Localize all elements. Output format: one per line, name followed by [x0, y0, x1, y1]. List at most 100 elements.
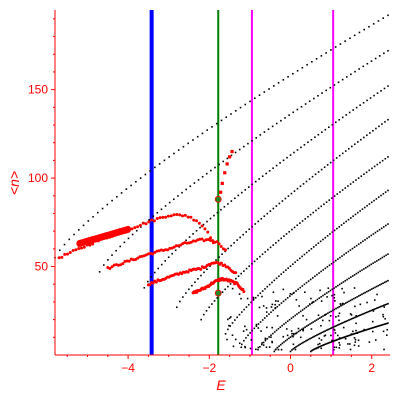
x-tick-label-0: −4 [121, 361, 135, 375]
black-point-1-22 [189, 185, 192, 188]
black-point-3-36 [284, 197, 287, 200]
black-point-9-15 [310, 337, 313, 339]
black-point-7-11 [277, 327, 280, 330]
y-tick-label-0: 50 [35, 260, 49, 274]
red-vertical-point-3 [223, 171, 227, 175]
black-point-4-43 [315, 209, 317, 212]
black-point-4-67 [379, 161, 381, 164]
black-point-2-32 [254, 180, 257, 183]
black-point-4-50 [333, 195, 336, 197]
black-point-6-23 [289, 295, 291, 297]
black-point-5-64 [373, 199, 375, 202]
black-point-4-28 [275, 242, 277, 244]
black-point-9-46 [353, 316, 356, 319]
black-cluster-point-143 [320, 324, 322, 327]
black-point-3-1 [179, 300, 181, 303]
black-cluster-point-163 [333, 346, 336, 349]
black-cluster-point-121 [343, 291, 345, 294]
black-point-1-2 [107, 259, 109, 261]
black-point-7-32 [316, 298, 319, 301]
black-point-3-26 [254, 223, 257, 225]
black-point-7-53 [355, 272, 358, 275]
black-cluster-point-77 [246, 297, 249, 300]
black-point-9-62 [376, 307, 378, 310]
black-point-6-28 [299, 286, 302, 289]
black-point-1-25 [201, 175, 204, 178]
black-point-4-3 [208, 306, 210, 309]
black-point-6-14 [270, 311, 272, 314]
black-point-4-17 [245, 267, 248, 270]
black-point-6-13 [268, 313, 270, 315]
black-point-10-28 [340, 337, 343, 339]
black-point-3-49 [323, 166, 326, 169]
black-point-9-4 [295, 346, 297, 348]
black-point-8-40 [338, 305, 341, 308]
black-point-6-45 [334, 259, 337, 262]
black-point-6-8 [257, 323, 260, 325]
black-point-10-3 [313, 348, 315, 351]
black-point-4-37 [299, 222, 301, 224]
black-point-10-12 [323, 343, 325, 346]
black-point-9-10 [303, 340, 306, 343]
black-cluster-point-164 [353, 337, 356, 339]
black-point-4-4 [211, 303, 213, 305]
black-point-5-9 [245, 306, 248, 308]
black-point-7-18 [290, 317, 293, 320]
black-cluster-point-30 [265, 346, 268, 349]
black-point-1-17 [168, 201, 171, 204]
black-cluster-point-62 [266, 326, 268, 329]
black-point-6-36 [316, 273, 318, 276]
black-cluster-point-88 [261, 342, 263, 344]
black-point-10-22 [334, 339, 336, 342]
black-point-5-17 [264, 288, 266, 290]
red-point-0-48 [192, 218, 196, 222]
black-cluster-point-43 [227, 318, 229, 321]
black-point-1-64 [362, 65, 365, 68]
black-point-2-6 [164, 260, 167, 262]
black-cluster-point-154 [271, 341, 274, 344]
black-point-5-18 [266, 285, 269, 288]
black-point-7-31 [314, 299, 317, 302]
black-point-3-32 [272, 207, 275, 210]
black-point-0-14 [120, 192, 123, 194]
black-point-7-38 [327, 291, 330, 293]
black-cluster-point-74 [308, 303, 311, 305]
black-points-group [54, 14, 389, 353]
black-point-10-50 [365, 329, 367, 331]
black-point-8-55 [362, 292, 365, 295]
black-point-0-9 [97, 211, 99, 214]
black-point-5-67 [380, 194, 382, 197]
black-point-3-6 [194, 281, 196, 284]
red-point-1-55 [224, 248, 228, 252]
black-point-7-49 [348, 277, 350, 280]
black-point-9-9 [302, 341, 304, 344]
black-cluster-point-147 [262, 344, 265, 346]
black-point-6-12 [266, 315, 268, 317]
black-point-1-44 [280, 119, 282, 122]
black-point-7-56 [361, 269, 363, 271]
black-point-10-54 [369, 327, 372, 330]
black-point-9-21 [318, 332, 321, 335]
black-point-1-20 [181, 191, 183, 194]
black-point-4-35 [293, 226, 296, 229]
black-point-3-30 [266, 212, 269, 215]
black-point-4-61 [363, 173, 365, 176]
black-cluster-point-65 [331, 294, 333, 297]
black-point-7-63 [374, 261, 376, 263]
black-point-3-9 [203, 271, 205, 274]
black-point-0-24 [168, 156, 170, 158]
black-point-1-43 [275, 122, 278, 125]
black-point-4-21 [256, 258, 259, 260]
black-cluster-point-87 [282, 288, 285, 291]
black-cluster-point-149 [290, 330, 293, 332]
black-point-2-69 [383, 87, 386, 90]
red-point-0-37 [161, 215, 165, 219]
black-cluster-point-55 [262, 305, 265, 307]
red-point-0-26 [130, 227, 134, 231]
black-point-3-37 [287, 195, 290, 197]
black-point-10-55 [370, 327, 373, 330]
black-point-0-35 [220, 119, 223, 122]
black-point-8-49 [353, 297, 355, 300]
black-cluster-point-48 [255, 323, 258, 326]
black-point-7-16 [286, 320, 289, 323]
